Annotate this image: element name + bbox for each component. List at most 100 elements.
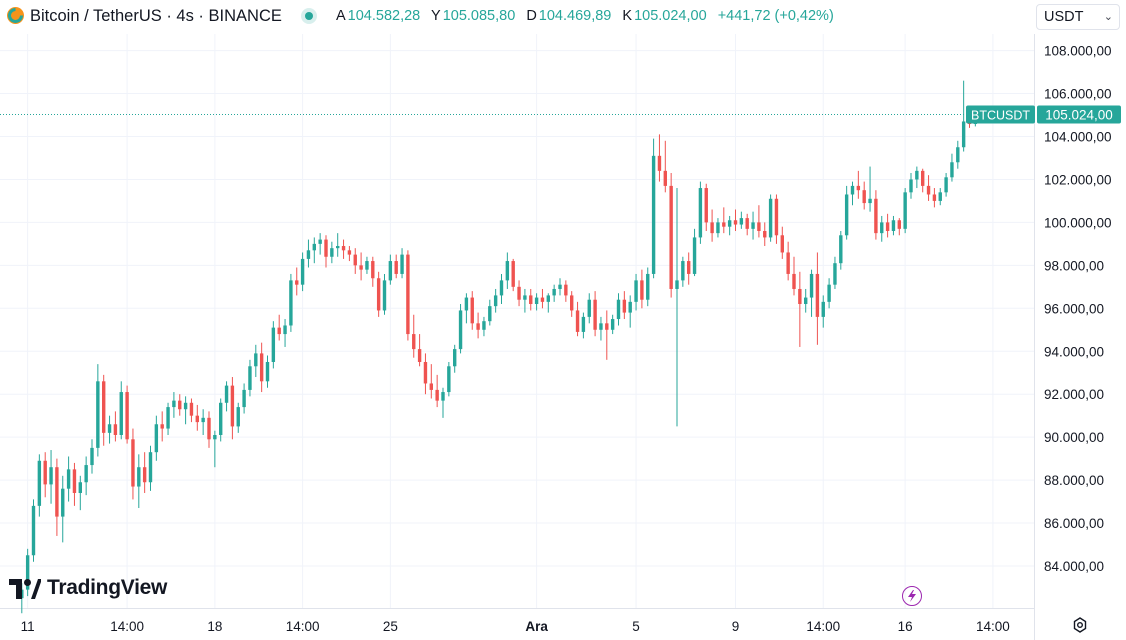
candle-body [722,222,726,227]
candle-body [265,361,270,382]
candle-body [406,254,410,335]
x-tick-label: 18 [207,619,222,634]
candle-body [610,319,615,330]
currency-select[interactable]: USDT ⌄ [1036,4,1120,30]
candle-body [891,220,896,231]
candle-body [921,170,925,186]
candle-body [189,402,194,416]
candle-body [72,469,77,493]
candle-body [493,295,498,307]
y-tick-label: 104.000,00 [1044,130,1112,145]
market-open-indicator [305,12,313,20]
candle-body [529,295,533,305]
settings-gear-icon[interactable] [1072,617,1088,633]
ohlc-legend: A 104.582,28 Y 105.085,80 D 104.469,89 K 105… [336,8,841,24]
candle-body [277,327,281,335]
bitcoin-icon [7,7,24,24]
candle-body [464,297,469,311]
candle-body [903,192,907,229]
low-value: 104.469,89 [538,8,612,24]
x-tick-label: 16 [898,619,913,634]
candle-body [698,188,703,238]
candle-body [254,353,258,367]
candle-body [850,185,855,195]
candle-body [142,467,147,483]
candle-body [534,297,539,305]
lightning-icon[interactable] [902,586,922,606]
candle-body [148,452,153,483]
candle-body [798,288,802,305]
x-tick-label: 14:00 [976,619,1010,634]
symbol-title[interactable]: Bitcoin / TetherUS · 4s · BINANCE [30,7,282,25]
candle-body [207,417,211,440]
candle-body [511,261,515,287]
x-tick-label: 9 [732,619,740,634]
candle-body [768,198,773,238]
close-value: 105.024,00 [634,8,707,24]
candle-body [453,349,457,367]
open-value: 104.582,28 [347,8,421,24]
candle-body [417,349,422,362]
candle-body [271,327,276,362]
candle-body [183,402,188,410]
candle-body [909,179,913,193]
candle-body [306,250,311,259]
y-tick-label: 94.000,00 [1044,344,1104,359]
candle-body [236,407,240,427]
candle-body [441,392,445,401]
candle-body [201,417,205,423]
symbol-badge-label: BTCUSDT [971,109,1030,123]
y-tick-label: 106.000,00 [1044,87,1112,102]
candle-body [336,246,340,249]
candle-body [704,188,708,223]
candle-body [593,299,597,330]
candle-body [324,239,328,257]
candle-body [540,297,545,302]
low-key: D [526,8,537,24]
candle-body [353,254,357,266]
candle-body [675,280,679,289]
candle-body [669,185,673,289]
candle-body [757,222,761,231]
candle-body [359,265,363,270]
candle-body [102,381,106,433]
candle-body [488,306,492,322]
candle-body [154,424,159,453]
high-key: Y [431,8,441,24]
candle-body [844,194,849,236]
y-tick-label: 102.000,00 [1044,172,1112,187]
candle-body [710,222,714,234]
candle-body [312,243,316,251]
candle-body [809,273,814,298]
candle-body [915,170,919,180]
candle-body [283,325,287,335]
candle-body [289,280,293,326]
candle-body [523,295,527,300]
candle-body [242,389,246,408]
candle-body [195,415,199,423]
candle-body [651,155,656,274]
candle-body [564,284,568,296]
candle-body [804,297,808,305]
candle-body [330,248,334,257]
candle-body [716,222,720,234]
last-price-badge [1037,105,1121,124]
candle-body [856,185,861,191]
candle-body [950,162,954,178]
candle-body [248,366,252,390]
candle-body [815,273,820,317]
candle-body [43,460,47,485]
candle-body [400,254,404,274]
candle-body [172,400,176,408]
candle-body [131,439,135,487]
candle-body [932,194,937,201]
candle-body [575,310,580,332]
currency-label: USDT [1044,9,1084,25]
candle-body [423,361,428,384]
candle-body [786,252,790,274]
y-tick-label: 86.000,00 [1044,516,1104,531]
candle-body [587,299,591,317]
candle-body [435,389,439,401]
candle-body [382,280,387,311]
